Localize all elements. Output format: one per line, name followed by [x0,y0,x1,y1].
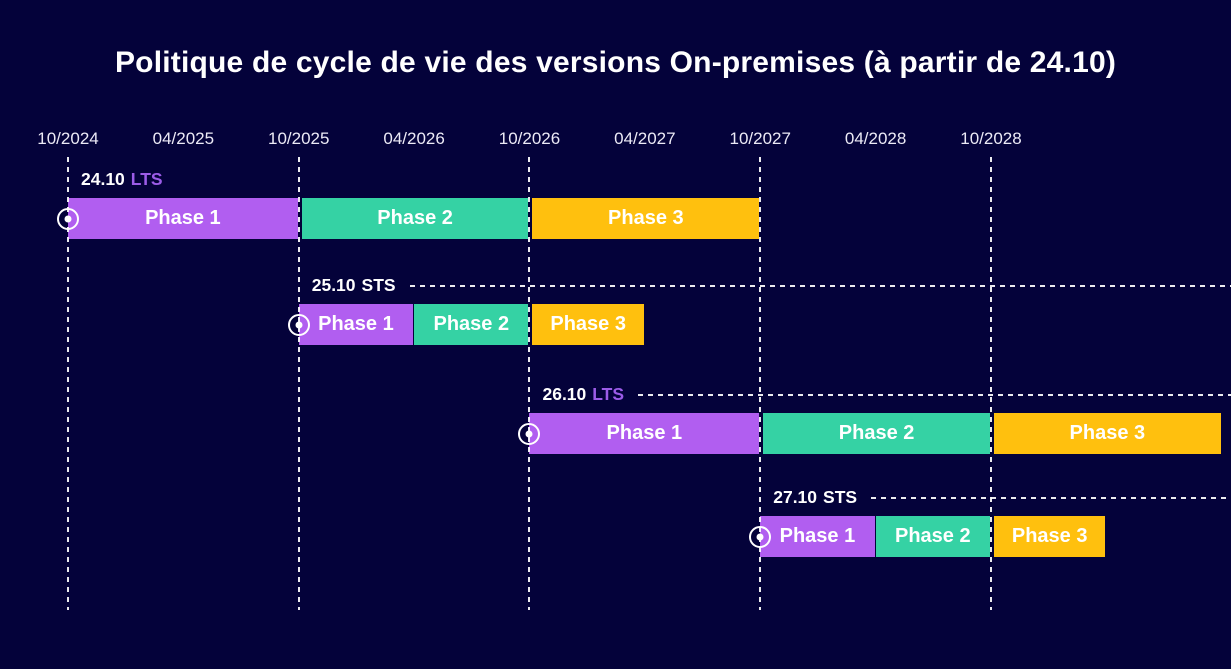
vertical-gridline-10-2026 [528,157,531,610]
axis-tick-10-2025: 10/2025 [268,129,330,148]
row-label-24.10: 24.10 LTS [81,169,163,190]
phase-bar-27.10-phase-2: Phase 2 [875,516,990,557]
vertical-gridline-10-2028 [989,157,992,610]
release-start-marker-24.10 [57,207,79,230]
phase-label: Phase 1 [779,525,856,547]
continuation-dashed-line-25.10 [410,285,1231,287]
axis-tick-10-2024: 10/2024 [37,129,99,148]
version-label: 24.10 [81,169,125,189]
phase-label: Phase 2 [433,313,510,335]
axis-tick-10-2026: 10/2026 [498,129,561,148]
vertical-gridline-10-2027 [759,157,762,610]
axis-tick-10-2028: 10/2028 [960,129,1022,148]
phase-bar-26.10-phase-1: Phase 1 [529,413,760,454]
row-label-27.10: 27.10 STS [773,487,857,508]
version-label: 25.10 [311,275,356,295]
phase-bar-26.10-phase-2: Phase 2 [763,413,990,454]
axis-tick-04-2027: 04/2027 [614,129,676,148]
marker-dot [295,321,303,328]
vertical-gridline-10-2025 [297,157,300,610]
axis-tick-04-2028: 04/2028 [844,129,907,148]
release-type-label: STS [823,487,858,507]
phase-bar-24.10-phase-1: Phase 1 [68,198,298,239]
row-label-26.10: 26.10 LTS [542,384,624,405]
phase-bar-24.10-phase-3: Phase 3 [532,198,760,239]
phase-label: Phase 3 [1011,525,1088,547]
version-label: 27.10 [773,487,818,507]
phase-label: Phase 1 [318,313,394,335]
release-start-marker-27.10 [749,525,772,548]
continuation-dashed-line-26.10 [638,394,1231,396]
phase-bar-27.10-phase-1: Phase 1 [760,516,875,557]
release-start-marker-25.10 [287,313,310,336]
version-label: 26.10 [542,384,587,404]
page-title: Politique de cycle de vie des versions O… [114,46,1117,79]
row-label-25.10: 25.10 STS [312,275,396,296]
axis-tick-10-2027: 10/2027 [729,129,791,148]
release-type-label: LTS [130,169,163,189]
phase-label: Phase 3 [550,313,626,335]
continuation-dashed-line-27.10 [871,497,1231,499]
phase-bar-25.10-phase-1: Phase 1 [298,304,414,345]
marker-dot [525,430,533,437]
axis-tick-04-2026: 04/2026 [383,129,445,148]
phase-label: Phase 1 [606,422,683,444]
axis-tick-04-2025: 04/2025 [152,129,215,148]
phase-bar-26.10-phase-3: Phase 3 [993,413,1221,454]
vertical-gridline-10-2024 [67,157,69,610]
release-start-marker-26.10 [518,422,541,445]
phase-bar-25.10-phase-3: Phase 3 [532,304,644,345]
phase-bar-27.10-phase-3: Phase 3 [993,516,1106,557]
phase-label: Phase 3 [608,207,684,229]
release-type-label: STS [361,275,396,295]
phase-bar-24.10-phase-2: Phase 2 [301,198,529,239]
phase-label: Phase 1 [145,207,221,229]
phase-label: Phase 2 [377,207,453,229]
phase-label: Phase 2 [838,422,915,444]
marker-dot [756,533,764,540]
phase-label: Phase 2 [894,525,971,547]
marker-dot [64,215,72,222]
phase-label: Phase 3 [1069,422,1146,444]
release-type-label: LTS [592,384,625,404]
phase-bar-25.10-phase-2: Phase 2 [414,304,529,345]
